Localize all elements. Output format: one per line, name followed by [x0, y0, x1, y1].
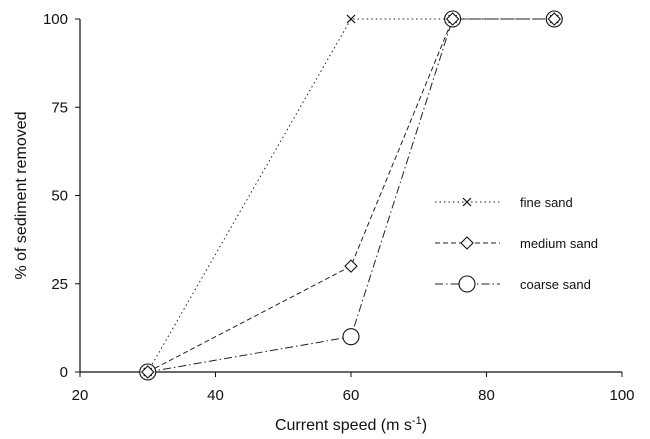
marker-shape	[460, 236, 474, 250]
legend-label: fine sand	[520, 195, 573, 210]
legend-label: coarse sand	[520, 277, 591, 292]
x-tick-label: 40	[207, 387, 224, 404]
data-point-medium-sand	[140, 365, 155, 379]
x-tick-label: 80	[478, 387, 495, 404]
legend: fine sand medium sand coarse sand	[435, 195, 598, 293]
series-line-coarse-sand	[147, 18, 555, 373]
marker-shape	[140, 365, 155, 379]
x-axis-title-close: )	[422, 417, 427, 434]
data-point-medium-sand	[445, 12, 460, 26]
marker-shape	[344, 259, 358, 273]
series-group	[139, 10, 563, 381]
x-axis-title-main: Current speed (m s	[275, 417, 412, 434]
legend-item: medium sand	[435, 236, 598, 251]
marker-shape	[445, 12, 460, 26]
y-tick-label: 0	[60, 364, 68, 381]
legend-marker	[460, 236, 474, 250]
legend-label: medium sand	[520, 236, 598, 251]
x-axis-title: Current speed (m s-1)	[275, 415, 427, 434]
marker-shape	[458, 275, 476, 293]
series-line-medium-sand	[147, 18, 555, 373]
data-point-medium-sand	[547, 12, 562, 26]
data-point-medium-sand	[344, 259, 358, 273]
legend-marker	[462, 197, 472, 207]
y-tick-label: 50	[51, 188, 68, 205]
y-tick-label: 100	[43, 11, 68, 28]
legend-item: coarse sand	[435, 275, 591, 293]
marker-shape	[342, 328, 360, 346]
x-tick-label: 60	[343, 387, 360, 404]
y-tick-label: 25	[51, 276, 68, 293]
legend-marker	[458, 275, 476, 293]
series-line-fine-sand	[147, 18, 555, 373]
x-tick-label: 100	[609, 387, 634, 404]
x-axis-title-exponent: -1	[412, 415, 422, 427]
data-point-fine-sand	[346, 14, 356, 24]
y-tick-label: 75	[51, 99, 68, 116]
marker-stroke	[346, 14, 356, 24]
legend-item: fine sand	[435, 195, 573, 210]
ticks: 20 40 60 80 100 0 25 50 75 100	[43, 11, 635, 404]
data-point-coarse-sand	[342, 328, 360, 346]
y-axis-title: % of sediment removed	[13, 111, 30, 279]
marker-stroke	[462, 197, 472, 207]
marker-shape	[547, 12, 562, 26]
x-tick-label: 20	[72, 387, 89, 404]
